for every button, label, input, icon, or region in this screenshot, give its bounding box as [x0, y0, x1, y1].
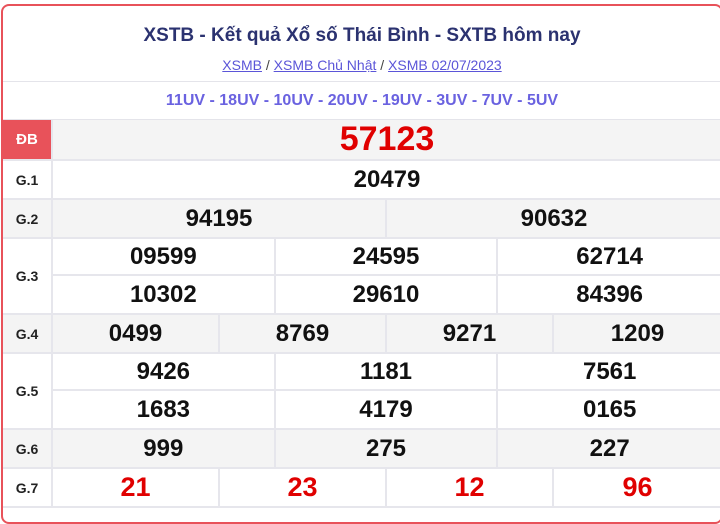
- prize-row-g5: G.5 9426 1181 7561 1683 4179 0165: [3, 354, 720, 430]
- prize-number: 1209: [610, 319, 665, 347]
- header: XSTB - Kết quả Xổ số Thái Bình - SXTB hô…: [3, 6, 720, 82]
- breadcrumb-separator: /: [265, 57, 270, 73]
- prize-number: 4179: [276, 391, 499, 428]
- breadcrumb-separator: /: [380, 57, 385, 73]
- prize-label: G.5: [3, 354, 53, 428]
- prize-number: 9271: [387, 315, 554, 352]
- prize-number: 96: [622, 472, 653, 502]
- prize-number: 29610: [276, 276, 499, 313]
- prize-row-g4: G.4 0499 8769 9271 1209: [3, 315, 720, 354]
- prize-label: G.2: [3, 200, 53, 237]
- prize-number: 09599: [53, 239, 276, 276]
- prize-number: 227: [589, 434, 630, 462]
- breadcrumb-xsmb-sunday[interactable]: XSMB Chủ Nhật: [273, 57, 377, 73]
- prize-number: 94195: [53, 200, 387, 237]
- breadcrumb-xsmb-date[interactable]: XSMB 02/07/2023: [388, 57, 502, 73]
- prize-number: 999: [53, 430, 276, 467]
- prize-label: G.3: [3, 239, 53, 313]
- prize-row-special: ĐB 57123: [3, 120, 720, 161]
- prize-number: 1181: [275, 354, 499, 391]
- results-card: XSTB - Kết quả Xổ số Thái Bình - SXTB hô…: [1, 4, 720, 524]
- prize-label: ĐB: [3, 120, 53, 159]
- page-title: XSTB - Kết quả Xổ số Thái Bình - SXTB hô…: [143, 25, 581, 46]
- prize-number: 57123: [339, 120, 435, 158]
- prize-number: 275: [276, 430, 499, 467]
- prize-number: 84396: [576, 280, 644, 308]
- prize-number: 90632: [520, 204, 588, 232]
- prize-number: 20479: [353, 165, 421, 193]
- prize-number: 8769: [220, 315, 387, 352]
- prize-number: 7561: [498, 354, 720, 391]
- prize-row-g3: G.3 09599 24595 62714 10302 29610 84396: [3, 239, 720, 315]
- prize-number: 10302: [53, 276, 276, 313]
- special-codes: 11UV - 18UV - 10UV - 20UV - 19UV - 3UV -…: [3, 82, 720, 120]
- prize-label: G.6: [3, 430, 53, 467]
- prize-number: 1683: [53, 391, 276, 428]
- prize-number: 24595: [275, 239, 499, 276]
- prize-label: G.1: [3, 161, 53, 198]
- prize-row-g6: G.6 999 275 227: [3, 430, 720, 469]
- prize-label: G.4: [3, 315, 53, 352]
- breadcrumb: XSMB / XSMB Chủ Nhật / XSMB 02/07/2023: [3, 57, 720, 73]
- breadcrumb-xsmb[interactable]: XSMB: [222, 57, 262, 73]
- prize-row-g1: G.1 20479: [3, 161, 720, 200]
- prize-number: 12: [387, 469, 554, 506]
- prize-number: 0499: [53, 315, 220, 352]
- prize-number: 0165: [582, 395, 637, 423]
- prize-label: G.7: [3, 469, 53, 506]
- prize-number: 9426: [53, 354, 276, 391]
- prize-number: 62714: [498, 239, 720, 276]
- prize-number: 23: [220, 469, 387, 506]
- prize-row-g2: G.2 94195 90632: [3, 200, 720, 239]
- prize-row-g7: G.7 21 23 12 96: [3, 469, 720, 508]
- prize-number: 21: [53, 469, 220, 506]
